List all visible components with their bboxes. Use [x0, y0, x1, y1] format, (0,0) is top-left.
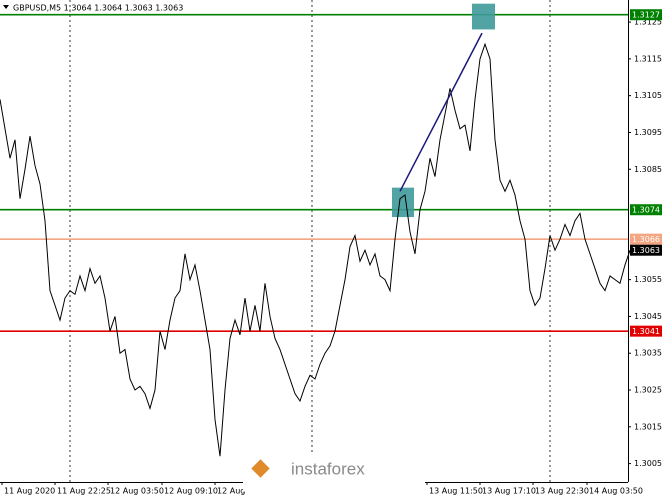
menu-arrow — [3, 5, 9, 9]
y-tick-label: 1.3005 — [634, 459, 662, 468]
watermark-text: instaforex — [291, 459, 365, 478]
x-tick-label: 12 Aug — [217, 487, 245, 496]
price-line — [0, 42, 631, 457]
x-tick-label: 12 Aug 03:50 — [110, 487, 164, 496]
x-tick-label: 11 Aug 2020 — [4, 487, 55, 496]
signal-box — [472, 3, 495, 30]
y-tick-label: 1.3055 — [634, 275, 662, 284]
level-label-box — [630, 233, 662, 245]
level-label: 1.3066 — [632, 235, 660, 244]
level-label: 1.3074 — [632, 206, 660, 215]
x-tick-label: 12 Aug 09:10 — [164, 487, 218, 496]
y-tick-label: 1.3045 — [634, 312, 662, 321]
level-label: 1.3127 — [632, 11, 660, 20]
current-price-box — [630, 244, 662, 256]
watermark: instaforex — [243, 452, 425, 492]
x-tick-label: 13 Aug 11:50 — [429, 487, 483, 496]
signal-box — [392, 187, 414, 218]
y-tick-label: 1.3095 — [634, 128, 662, 137]
y-tick-label: 1.3035 — [634, 349, 662, 358]
plot-area — [0, 0, 631, 482]
y-tick-label: 1.3115 — [634, 54, 662, 63]
y-tick-label: 1.3025 — [634, 386, 662, 395]
level-label: 1.3041 — [632, 327, 660, 336]
level-label-box — [630, 204, 662, 216]
x-tick-label: 13 Aug 22:30 — [535, 487, 589, 496]
y-tick-label: 1.3015 — [634, 422, 662, 431]
watermark-logo — [251, 459, 270, 478]
current-price-label: 1.3063 — [632, 246, 660, 255]
y-tick-label: 1.3105 — [634, 91, 662, 100]
x-tick-label: 14 Aug 03:50 — [589, 487, 643, 496]
chart-title: GBPUSD,M5 1.3064 1.3064 1.3063 1.3063 — [13, 4, 183, 13]
trend-line — [399, 32, 483, 192]
x-tick-label: 11 Aug 22:25 — [57, 487, 111, 496]
y-tick-label: 1.3125 — [634, 18, 662, 27]
level-label-box — [630, 325, 662, 337]
x-tick-label: 13 Aug 17:10 — [482, 487, 536, 496]
watermark-box — [243, 452, 425, 492]
level-label-box — [630, 9, 662, 21]
y-tick-label: 1.3085 — [634, 165, 662, 174]
